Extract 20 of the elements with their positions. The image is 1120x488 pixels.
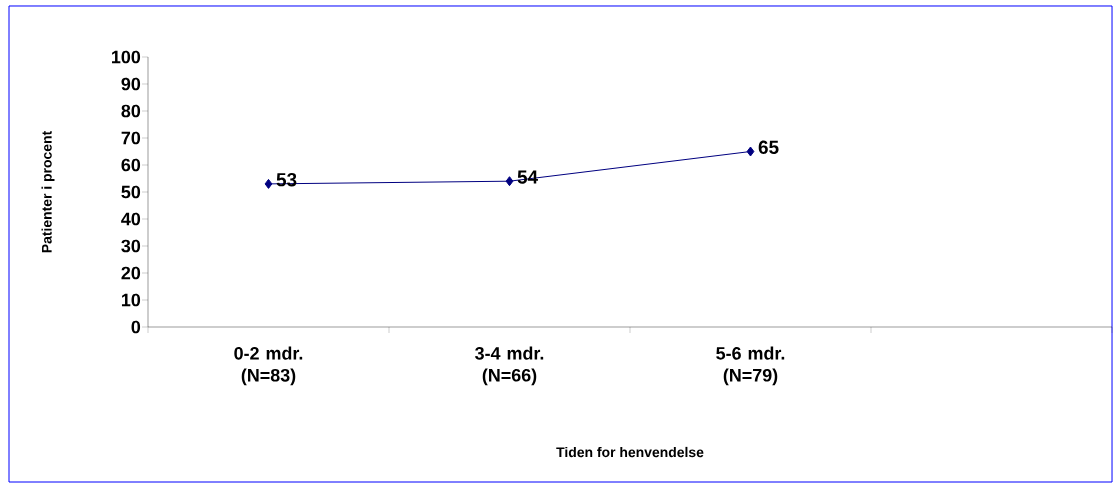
point [746, 146, 755, 157]
point [264, 178, 273, 189]
y-tick-label: 100 [112, 50, 141, 64]
y-axis-title: Patienter i procent [41, 130, 55, 253]
x-tick-label: 5-6 mdr. (N=79) [716, 346, 785, 386]
y-tick-label: 90 [121, 77, 141, 91]
data-label: 65 [758, 140, 779, 154]
y-tick-label: 70 [121, 131, 141, 145]
y-tick-label: 40 [121, 212, 141, 226]
y-tick-label: 0 [131, 320, 141, 334]
y-tick-label: 50 [121, 185, 141, 199]
x-tick-label: 3-4 mdr. (N=66) [475, 346, 544, 386]
y-tick-label: 20 [121, 266, 141, 280]
y-tick-label: 80 [121, 104, 141, 118]
y-tick-label: 60 [121, 158, 141, 172]
x-axis-title: Tiden for henvendelse [556, 446, 704, 458]
y-tick-label: 10 [121, 293, 141, 307]
y-tick-label: 30 [121, 239, 141, 253]
x-tick-label: 0-2 mdr. (N=83) [234, 346, 303, 386]
point [505, 176, 514, 187]
